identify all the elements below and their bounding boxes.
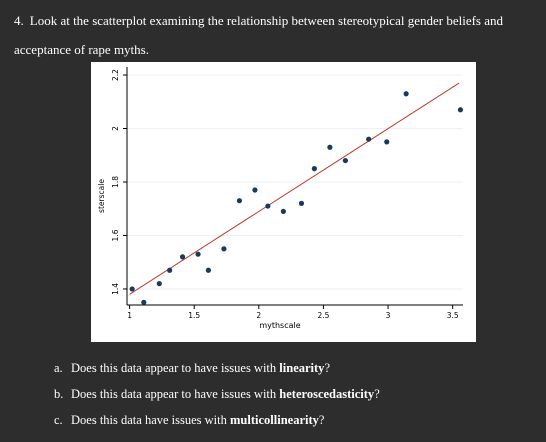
x-tick-label: 1.5 xyxy=(188,311,200,320)
data-point xyxy=(327,144,333,150)
subquestion-keyword: heteroscedasticity xyxy=(279,387,375,401)
subquestion-suffix: ? xyxy=(374,387,380,401)
y-tick-label: 1.4 xyxy=(111,283,120,295)
data-point xyxy=(221,246,227,252)
subquestion-text: Does this data appear to have issues wit… xyxy=(71,387,280,401)
x-tick-label: 3.5 xyxy=(447,311,459,320)
data-point xyxy=(342,157,348,164)
subquestion-a: a. Does this data appear to have issues w… xyxy=(54,355,534,381)
data-point xyxy=(236,198,243,204)
data-point xyxy=(179,254,186,260)
data-point xyxy=(167,267,173,273)
data-point xyxy=(195,251,201,257)
subquestion-keyword: linearity xyxy=(279,361,325,375)
data-point xyxy=(403,91,409,97)
data-point xyxy=(129,286,135,292)
subquestion-suffix: ? xyxy=(318,413,325,427)
x-tick-label: 2.5 xyxy=(317,311,329,320)
y-tick-label: 2 xyxy=(111,126,120,131)
data-point xyxy=(156,281,162,287)
scatterplot-panel: 1 1.5 2 2.5 3 3.5 1.4 1.6 1.8 2 2.2 mythscale stersc… xyxy=(91,62,476,342)
data-point xyxy=(205,267,212,273)
data-point xyxy=(280,208,286,215)
data-point xyxy=(311,166,317,172)
subquestion-letter: a. xyxy=(54,361,63,375)
subquestion-suffix: ? xyxy=(324,361,330,375)
y-axis-title: sterscale xyxy=(97,179,106,213)
data-point xyxy=(457,107,464,113)
data-point xyxy=(384,139,390,145)
x-tick-label: 2 xyxy=(256,311,261,320)
y-tick-label: 1.6 xyxy=(111,229,120,241)
x-tick-label: 1 xyxy=(127,311,132,320)
subquestion-c: c. Does this data have issues with multic… xyxy=(54,407,534,433)
x-axis-title: mythscale xyxy=(259,321,300,330)
subquestion-text: Does this data have issues with xyxy=(71,413,231,427)
subquestion-letter: b. xyxy=(54,387,64,401)
subquestion-letter: c. xyxy=(54,413,63,427)
data-point xyxy=(265,203,271,209)
data-point xyxy=(141,299,147,305)
subquestion-text: Does this data appear to have issues wit… xyxy=(71,361,280,375)
subquestion-b: b. Does this data appear to have issues w… xyxy=(54,381,534,407)
question-body: Look at the scatterplot examining the re… xyxy=(14,13,503,57)
question-text: 4. Look at the scatterplot examining the … xyxy=(14,6,534,64)
data-point xyxy=(298,200,305,206)
subquestion-keyword: multicollinearity xyxy=(230,413,319,427)
question-number: 4. xyxy=(14,13,24,28)
data-point xyxy=(252,187,258,193)
y-tick-label: 2.2 xyxy=(111,69,120,81)
data-point xyxy=(366,136,372,142)
fit-line xyxy=(129,82,460,295)
subquestion-list: a. Does this data appear to have issues w… xyxy=(54,355,534,433)
x-tick-label: 3 xyxy=(386,311,391,320)
y-tick-label: 1.8 xyxy=(111,176,120,188)
scatterplot: 1 1.5 2 2.5 3 3.5 1.4 1.6 1.8 2 2.2 mythscale stersc… xyxy=(97,67,464,330)
